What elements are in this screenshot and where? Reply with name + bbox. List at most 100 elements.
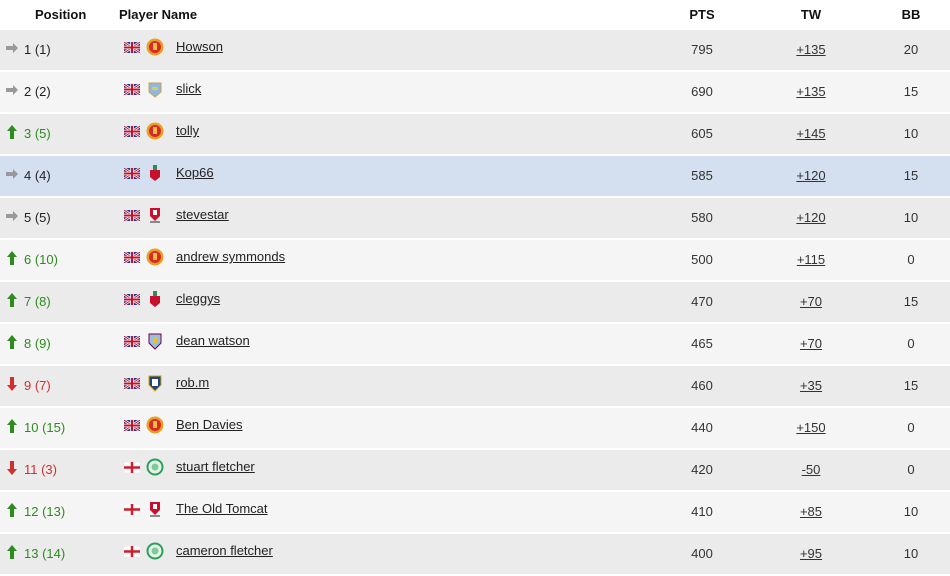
player-name-link[interactable]: rob.m <box>176 375 210 390</box>
arrow-down-icon <box>5 460 19 476</box>
bb-value: 15 <box>903 378 919 393</box>
cheltenham-crest-icon <box>146 500 164 518</box>
standings-table: 1 (1) Howson 795 +135 20 2 (2) slick 690 +135 15 3… <box>0 30 950 576</box>
uk-flag-icon <box>123 250 141 265</box>
header-tw[interactable]: TW <box>800 7 822 22</box>
tw-link[interactable]: +135 <box>796 84 826 99</box>
arrow-right-icon <box>5 40 19 56</box>
player-name-link[interactable]: Ben Davies <box>176 417 243 432</box>
tw-link[interactable]: +120 <box>796 168 826 183</box>
position: 5 (5) <box>24 210 51 225</box>
bb-value: 0 <box>907 252 915 267</box>
header-bb[interactable]: BB <box>901 7 921 22</box>
bb-value: 15 <box>903 294 919 309</box>
table-row: 2 (2) slick 690 +135 15 <box>0 72 950 114</box>
liverpool-crest-icon <box>146 290 164 308</box>
table-header: Position Player Name PTS TW BB <box>0 0 950 30</box>
liverpool-crest-icon <box>146 164 164 182</box>
arrow-up-icon <box>5 250 19 266</box>
arrow-up-icon <box>5 544 19 560</box>
uk-flag-icon <box>123 208 141 223</box>
table-row: 11 (3) stuart fletcher 420 -50 0 <box>0 450 950 492</box>
man-utd-crest-icon <box>146 416 164 434</box>
tw-link[interactable]: +145 <box>796 126 826 141</box>
pts-value: 470 <box>691 294 713 309</box>
position: 3 (5) <box>24 126 51 141</box>
player-name-link[interactable]: dean watson <box>176 333 250 348</box>
arrow-up-icon <box>5 124 19 140</box>
uk-flag-icon <box>123 292 141 307</box>
bb-value: 0 <box>907 462 915 477</box>
tw-link[interactable]: +35 <box>799 378 823 393</box>
player-name-link[interactable]: stuart fletcher <box>176 459 255 474</box>
player-name-link[interactable]: The Old Tomcat <box>176 501 268 516</box>
player-name-link[interactable]: stevestar <box>176 207 229 222</box>
position: 1 (1) <box>24 42 51 57</box>
arrow-down-icon <box>5 376 19 392</box>
man-utd-crest-icon <box>146 122 164 140</box>
position: 11 (3) <box>24 462 57 477</box>
pts-value: 400 <box>691 546 713 561</box>
man-city-crest-icon <box>146 80 164 98</box>
pts-value: 690 <box>691 84 713 99</box>
pts-value: 440 <box>691 420 713 435</box>
pts-value: 585 <box>691 168 713 183</box>
header-player-name[interactable]: Player Name <box>119 7 198 22</box>
header-pts[interactable]: PTS <box>689 7 715 22</box>
player-name-link[interactable]: Kop66 <box>176 165 214 180</box>
player-name-link[interactable]: slick <box>176 81 202 96</box>
bb-value: 0 <box>907 336 915 351</box>
tw-link[interactable]: +85 <box>799 504 823 519</box>
position: 12 (13) <box>24 504 66 519</box>
tw-link[interactable]: +135 <box>796 42 826 57</box>
pts-value: 410 <box>691 504 713 519</box>
cheltenham-crest-icon <box>146 206 164 224</box>
uk-flag-icon <box>123 376 141 391</box>
position: 8 (9) <box>24 336 51 351</box>
player-name-link[interactable]: cleggys <box>176 291 221 306</box>
england-flag-icon <box>123 461 141 474</box>
tw-link[interactable]: +95 <box>799 546 823 561</box>
table-row: 12 (13) The Old Tomcat 410 +85 10 <box>0 492 950 534</box>
tw-link[interactable]: +70 <box>799 336 823 351</box>
uk-flag-icon <box>123 166 141 181</box>
table-row: 8 (9) dean watson 465 +70 0 <box>0 324 950 366</box>
uk-flag-icon <box>123 82 141 97</box>
position: 10 (15) <box>24 420 66 435</box>
player-name-link[interactable]: Howson <box>176 39 223 54</box>
position: 9 (7) <box>24 378 51 393</box>
table-row: 10 (15) Ben Davies 440 +150 0 <box>0 408 950 450</box>
pts-value: 795 <box>691 42 713 57</box>
arrow-right-icon <box>5 82 19 98</box>
bb-value: 15 <box>903 84 919 99</box>
tw-link[interactable]: -50 <box>801 462 821 477</box>
table-row: 5 (5) stevestar 580 +120 10 <box>0 198 950 240</box>
uk-flag-icon <box>123 418 141 433</box>
pts-value: 460 <box>691 378 713 393</box>
header-position[interactable]: Position <box>35 7 87 22</box>
pts-value: 605 <box>691 126 713 141</box>
player-name-link[interactable]: andrew symmonds <box>176 249 286 264</box>
player-name-link[interactable]: cameron fletcher <box>176 543 273 558</box>
celtic-crest-icon <box>146 458 164 476</box>
england-flag-icon <box>123 503 141 516</box>
tw-link[interactable]: +120 <box>796 210 826 225</box>
tw-link[interactable]: +70 <box>799 294 823 309</box>
bb-value: 0 <box>907 420 915 435</box>
celtic-crest-icon <box>146 542 164 560</box>
tw-link[interactable]: +150 <box>796 420 826 435</box>
arrow-up-icon <box>5 334 19 350</box>
man-utd-crest-icon <box>146 248 164 266</box>
bb-value: 20 <box>903 42 919 57</box>
arrow-up-icon <box>5 418 19 434</box>
tw-link[interactable]: +115 <box>796 252 826 267</box>
position: 2 (2) <box>24 84 51 99</box>
bb-value: 10 <box>903 504 919 519</box>
table-row: 1 (1) Howson 795 +135 20 <box>0 30 950 72</box>
position: 4 (4) <box>24 168 51 183</box>
table-row: 4 (4) Kop66 585 +120 15 <box>0 156 950 198</box>
table-row: 9 (7) rob.m 460 +35 15 <box>0 366 950 408</box>
player-name-link[interactable]: tolly <box>176 123 200 138</box>
position: 6 (10) <box>24 252 58 267</box>
arrow-up-icon <box>5 292 19 308</box>
